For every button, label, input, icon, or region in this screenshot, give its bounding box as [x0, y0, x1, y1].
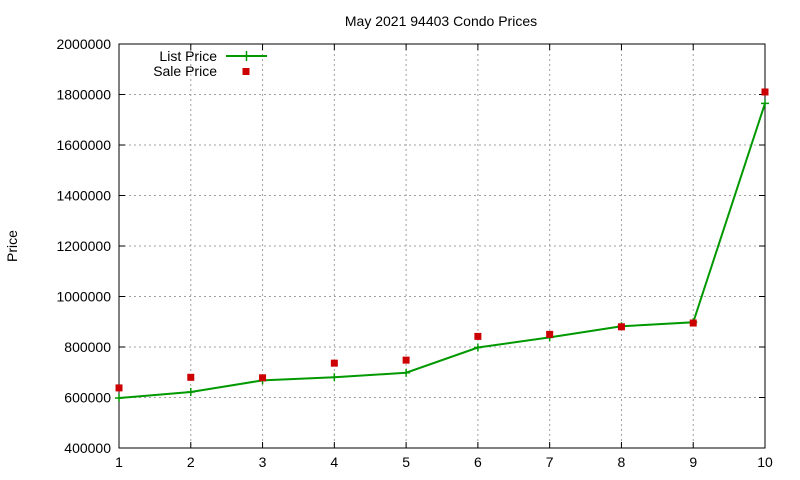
sale-price-point [187, 373, 195, 381]
list-price-point [402, 368, 411, 377]
legend-item-sale-price: Sale Price [153, 63, 250, 79]
axis-ticks: 400000 600000 800000 1000000 1200000 1400000 1… [56, 36, 773, 470]
sale-price-point [689, 319, 697, 327]
legend-label-list-price: List Price [159, 48, 217, 64]
legend-item-list-price: List Price [159, 48, 267, 64]
list-price-point [761, 99, 769, 108]
y-tick-label: 600000 [64, 390, 111, 406]
x-tick-label: 5 [402, 454, 410, 470]
y-tick-label: 1400000 [56, 188, 111, 204]
y-tick-label: 1200000 [56, 238, 111, 254]
x-tick-label: 7 [546, 454, 554, 470]
series-layer [115, 88, 769, 403]
y-tick-label: 2000000 [56, 36, 111, 52]
list-price-point [115, 394, 123, 403]
sale-price-point [402, 356, 410, 364]
legend-marker-list-price [241, 51, 252, 61]
legend-marker-sale-price [242, 68, 250, 75]
sale-price-point [115, 384, 123, 392]
sale-price-point [474, 332, 482, 340]
x-tick-label: 6 [474, 454, 482, 470]
x-tick-label: 9 [689, 454, 697, 470]
x-tick-label: 4 [330, 454, 338, 470]
x-tick-label: 8 [618, 454, 626, 470]
legend-label-sale-price: Sale Price [153, 63, 217, 79]
x-tick-label: 3 [259, 454, 267, 470]
y-tick-label: 1800000 [56, 87, 111, 103]
sale-price-point [546, 330, 554, 338]
list-price-point [473, 343, 482, 352]
sale-price-point [259, 374, 267, 382]
legend: List Price Sale Price [153, 48, 267, 79]
y-tick-label: 400000 [64, 440, 111, 456]
sale-price-point [617, 323, 625, 331]
x-tick-label: 2 [187, 454, 195, 470]
sale-price-point [761, 88, 769, 96]
y-tick-label: 800000 [64, 339, 111, 355]
y-tick-label: 1600000 [56, 137, 111, 153]
list-price-line [118, 103, 766, 400]
y-axis-label: Price [4, 230, 20, 262]
list-price-point [330, 373, 339, 382]
chart-title: May 2021 94403 Condo Prices [345, 13, 537, 29]
x-tick-label: 1 [115, 454, 123, 470]
x-tick-label: 10 [757, 454, 773, 470]
sale-price-point [330, 359, 338, 367]
list-price-point [186, 387, 195, 396]
y-tick-label: 1000000 [56, 289, 111, 305]
